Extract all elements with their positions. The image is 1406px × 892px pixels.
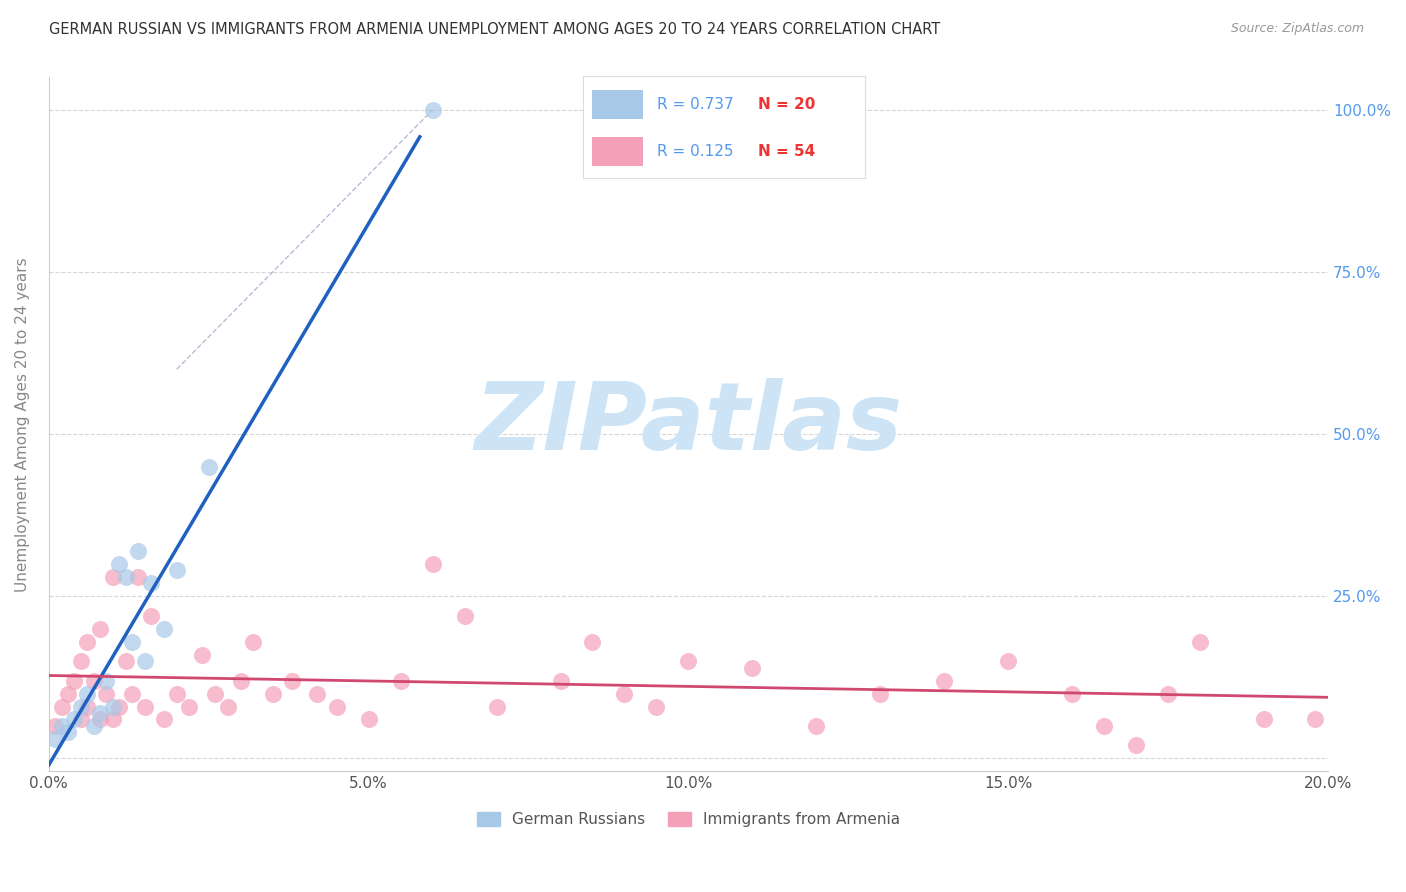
Point	[869, 687, 891, 701]
Point	[108, 557, 131, 571]
Point	[76, 634, 98, 648]
Point	[1092, 719, 1115, 733]
Point	[1253, 713, 1275, 727]
Point	[101, 570, 124, 584]
Point	[153, 713, 176, 727]
Point	[89, 706, 111, 720]
Point	[56, 687, 79, 701]
Legend: German Russians, Immigrants from Armenia: German Russians, Immigrants from Armenia	[471, 805, 907, 833]
Point	[134, 654, 156, 668]
Point	[1125, 739, 1147, 753]
Point	[997, 654, 1019, 668]
Point	[101, 713, 124, 727]
Point	[613, 687, 636, 701]
Point	[357, 713, 380, 727]
Point	[581, 634, 603, 648]
Point	[550, 673, 572, 688]
Point	[69, 699, 91, 714]
Point	[217, 699, 239, 714]
Point	[76, 699, 98, 714]
Text: N = 54: N = 54	[758, 145, 815, 160]
Point	[76, 687, 98, 701]
Point	[101, 699, 124, 714]
Point	[127, 544, 149, 558]
Point	[51, 719, 73, 733]
Point	[166, 687, 188, 701]
Point	[179, 699, 201, 714]
Point	[121, 634, 143, 648]
Point	[1189, 634, 1212, 648]
Point	[83, 719, 105, 733]
Point	[806, 719, 828, 733]
Point	[453, 608, 475, 623]
Point	[63, 713, 86, 727]
Point	[83, 673, 105, 688]
Point	[56, 725, 79, 739]
Point	[1062, 687, 1084, 701]
Point	[741, 660, 763, 674]
Point	[51, 699, 73, 714]
Point	[44, 731, 66, 746]
Point	[678, 654, 700, 668]
Bar	[592, 90, 643, 119]
Point	[325, 699, 347, 714]
Text: GERMAN RUSSIAN VS IMMIGRANTS FROM ARMENIA UNEMPLOYMENT AMONG AGES 20 TO 24 YEARS: GERMAN RUSSIAN VS IMMIGRANTS FROM ARMENI…	[49, 22, 941, 37]
Point	[229, 673, 252, 688]
Point	[139, 608, 162, 623]
Point	[96, 687, 118, 701]
Point	[89, 713, 111, 727]
Bar	[592, 137, 643, 166]
Point	[127, 570, 149, 584]
Text: ZIPatlas: ZIPatlas	[474, 378, 903, 470]
Point	[1157, 687, 1180, 701]
Point	[89, 622, 111, 636]
Y-axis label: Unemployment Among Ages 20 to 24 years: Unemployment Among Ages 20 to 24 years	[15, 257, 30, 591]
Point	[69, 713, 91, 727]
Point	[139, 576, 162, 591]
Point	[121, 687, 143, 701]
Text: R = 0.125: R = 0.125	[657, 145, 733, 160]
Point	[485, 699, 508, 714]
Point	[389, 673, 412, 688]
Point	[153, 622, 176, 636]
Point	[114, 654, 136, 668]
Text: Source: ZipAtlas.com: Source: ZipAtlas.com	[1230, 22, 1364, 36]
Point	[191, 648, 214, 662]
Point	[108, 699, 131, 714]
Point	[69, 654, 91, 668]
Text: R = 0.737: R = 0.737	[657, 97, 733, 112]
Point	[96, 673, 118, 688]
Point	[44, 719, 66, 733]
Point	[1305, 713, 1327, 727]
Point	[204, 687, 226, 701]
Text: N = 20: N = 20	[758, 97, 815, 112]
Point	[242, 634, 264, 648]
Point	[63, 673, 86, 688]
Point	[166, 563, 188, 577]
Point	[281, 673, 304, 688]
Point	[262, 687, 284, 701]
Point	[422, 557, 444, 571]
Point	[134, 699, 156, 714]
Point	[645, 699, 668, 714]
Point	[422, 103, 444, 117]
Point	[307, 687, 329, 701]
Point	[114, 570, 136, 584]
Point	[934, 673, 956, 688]
Point	[197, 459, 219, 474]
